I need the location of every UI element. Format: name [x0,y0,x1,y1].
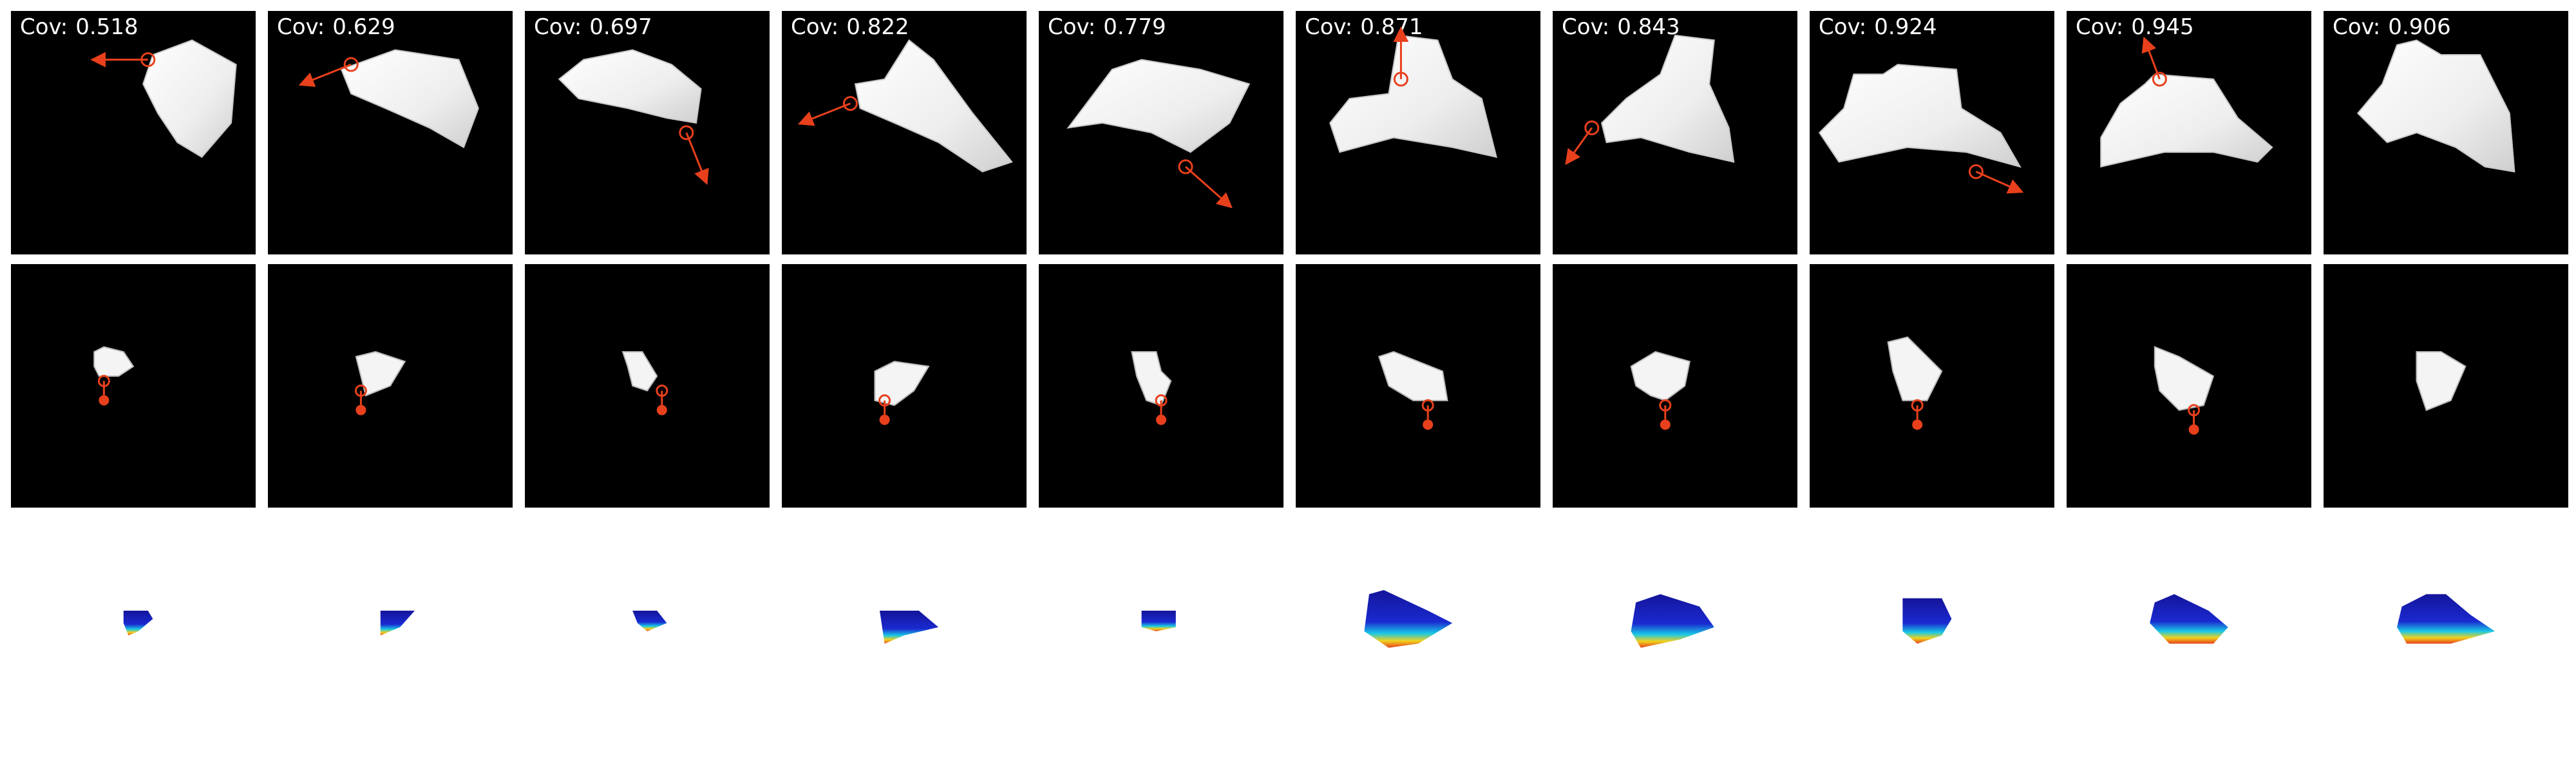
cloth-image [1329,34,1497,158]
column-6: Cov: 0.871 [1296,11,1540,648]
coverage-label: Cov: 0.843 [1562,14,1680,40]
coverage-value: 0.518 [75,14,138,40]
value-heatmap [1631,594,1714,648]
place-point-marker [1423,419,1434,430]
cloth-image [558,49,702,124]
cloth-image [2356,39,2515,173]
coverage-value: 0.843 [1617,14,1680,40]
value-heatmap [380,611,415,636]
place-point-marker [879,414,890,425]
cloth-depth-image [621,351,658,392]
place-point-marker [1156,414,1166,425]
coverage-prefix: Cov: [1048,14,1095,40]
column-9: Cov: 0.945 [2067,11,2311,644]
coverage-value: 0.924 [1874,14,1937,40]
coverage-prefix: Cov: [1562,14,1609,40]
place-point-marker [99,395,109,406]
cloth-depth-image [1131,351,1172,406]
value-heatmap [123,611,153,636]
cloth-image [1600,34,1735,163]
pick-point-marker [1968,164,1984,179]
coverage-label: Cov: 0.906 [2333,14,2451,40]
place-point-marker [1912,419,1923,430]
value-heatmap [880,611,939,644]
pick-point-marker [842,96,858,111]
cloth-image [142,39,237,158]
cloth-image [1818,64,2022,168]
coverage-label: Cov: 0.822 [791,14,909,40]
cloth-depth-image [2154,346,2215,411]
coverage-label: Cov: 0.629 [277,14,395,40]
action-arrow [685,132,709,186]
place-point-marker [656,405,667,415]
column-5: Cov: 0.779 [1039,11,1283,631]
cloth-depth-image [1630,351,1690,401]
pick-point-marker [2152,72,2167,87]
coverage-prefix: Cov: [791,14,838,40]
depth-panel [11,264,256,508]
coverage-value: 0.629 [332,14,395,40]
value-heatmap [1141,611,1176,631]
value-heatmap [2150,594,2228,644]
coverage-label: Cov: 0.779 [1048,14,1166,40]
cloth-depth-image [1887,336,1943,401]
value-heatmap [2397,594,2495,644]
pick-point-marker [679,125,694,140]
cloth-image [854,39,1013,173]
column-10: Cov: 0.906 [2324,11,2568,644]
coverage-prefix: Cov: [534,14,582,40]
coverage-value: 0.697 [589,14,652,40]
column-2: Cov: 0.629 [268,11,513,636]
coverage-label: Cov: 0.924 [1819,14,1937,40]
cloth-depth-image [355,351,406,397]
coverage-label: Cov: 0.518 [20,14,138,40]
cloth-image [2100,73,2273,168]
column-1: Cov: 0.518 [11,11,256,636]
place-point-marker [355,405,366,415]
cloth-image [340,49,479,149]
value-heatmap [1364,590,1453,648]
coverage-prefix: Cov: [20,14,68,40]
coverage-prefix: Cov: [2076,14,2123,40]
coverage-prefix: Cov: [1305,14,1352,40]
action-arrow [298,63,352,87]
column-3: Cov: 0.697 [525,11,770,631]
coverage-label: Cov: 0.945 [2076,14,2194,40]
action-arrow [1185,166,1233,209]
coverage-prefix: Cov: [2333,14,2380,40]
action-arrow [2141,36,2161,80]
column-4: Cov: 0.822 [782,11,1027,644]
coverage-value: 0.871 [1360,14,1423,40]
cloth-depth-image [874,361,930,406]
pick-point-marker [343,57,359,72]
cloth-image [1066,59,1251,153]
coverage-value: 0.906 [2388,14,2450,40]
coverage-prefix: Cov: [1819,14,1866,40]
column-8: Cov: 0.924 [1810,11,2054,644]
coverage-value: 0.822 [846,14,909,40]
place-point-marker [1660,419,1671,430]
cloth-depth-image [1378,351,1448,401]
coverage-prefix: Cov: [277,14,325,40]
coverage-value: 0.779 [1103,14,1166,40]
action-arrow [1565,127,1593,166]
value-heatmap [1902,598,1952,644]
coverage-label: Cov: 0.697 [534,14,652,40]
cloth-depth-image [2416,351,2467,412]
observation-panel [525,11,770,254]
value-heatmap [632,611,667,631]
pick-point-marker [1178,159,1193,175]
place-point-marker [2188,424,2199,435]
coverage-value: 0.945 [2131,14,2193,40]
action-arrow [797,102,851,126]
coverage-label: Cov: 0.871 [1305,14,1423,40]
column-7: Cov: 0.843 [1553,11,1797,648]
observation-panel [268,11,513,254]
cloth-depth-image [93,346,135,377]
pick-point-marker [1584,120,1600,135]
action-arrow [1975,171,2024,194]
